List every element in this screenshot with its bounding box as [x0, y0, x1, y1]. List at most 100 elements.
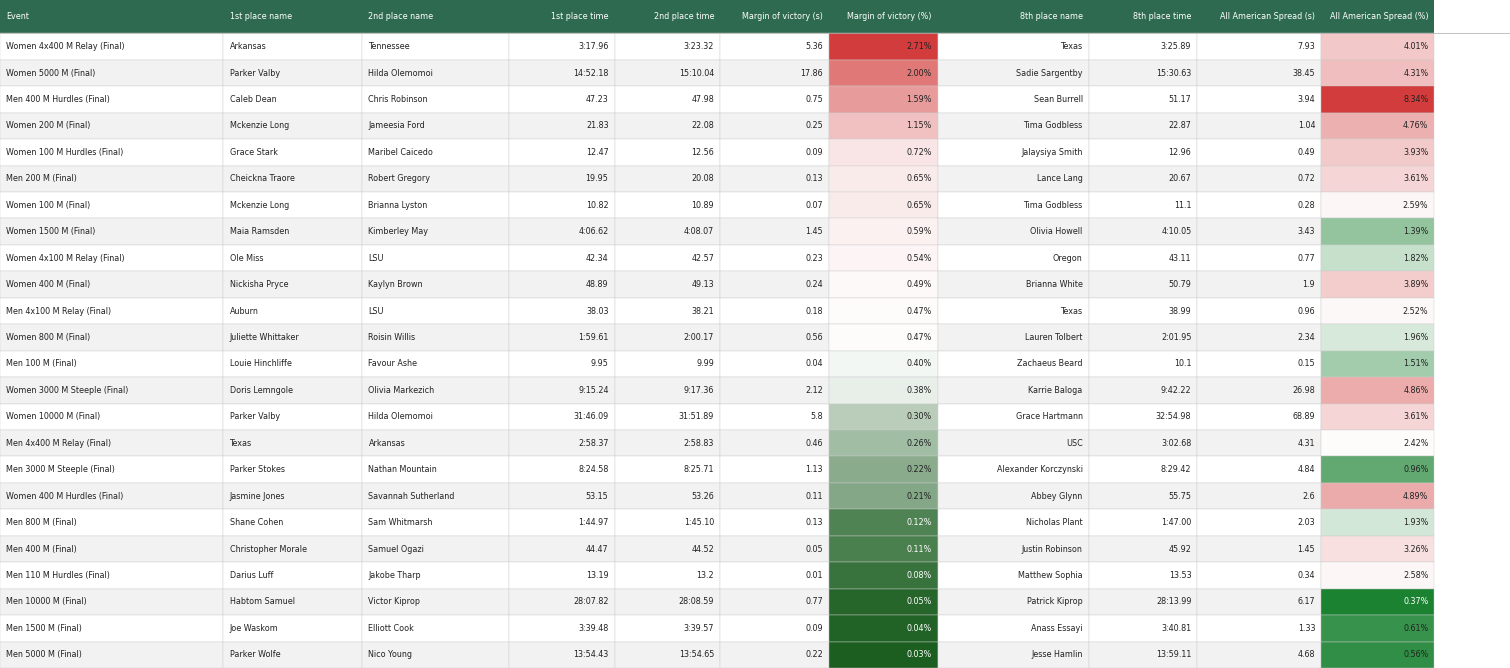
Bar	[1197, 589, 1321, 615]
Bar	[223, 536, 362, 562]
Bar	[362, 456, 509, 483]
Text: 0.18: 0.18	[805, 307, 823, 315]
Text: 0.05: 0.05	[805, 544, 823, 554]
Bar	[1321, 139, 1434, 166]
Bar	[362, 589, 509, 615]
Bar	[615, 271, 720, 298]
Text: 3:25.89: 3:25.89	[1161, 42, 1191, 51]
Bar	[938, 641, 1089, 668]
Bar	[938, 166, 1089, 192]
Text: Men 100 M (Final): Men 100 M (Final)	[6, 359, 77, 369]
Text: 0.75: 0.75	[805, 95, 823, 104]
Text: 1.15%: 1.15%	[906, 122, 932, 130]
Bar	[720, 298, 829, 324]
Bar	[362, 483, 509, 509]
Text: 0.34: 0.34	[1297, 571, 1315, 580]
Bar	[0, 536, 223, 562]
Bar	[223, 324, 362, 351]
Bar	[938, 562, 1089, 589]
Text: 0.65%: 0.65%	[906, 201, 932, 210]
Bar	[829, 430, 938, 456]
Text: 28:13.99: 28:13.99	[1155, 597, 1191, 607]
Text: Maia Ramsden: Maia Ramsden	[230, 227, 288, 236]
Bar	[938, 536, 1089, 562]
Text: 0.56%: 0.56%	[1403, 650, 1428, 659]
Bar	[829, 509, 938, 536]
Bar	[1197, 430, 1321, 456]
Text: 1.93%: 1.93%	[1403, 518, 1428, 527]
Bar	[829, 271, 938, 298]
Text: 2.03: 2.03	[1297, 518, 1315, 527]
Bar	[829, 483, 938, 509]
Bar	[1089, 430, 1197, 456]
Bar	[0, 456, 223, 483]
Bar	[509, 298, 615, 324]
Text: 2:58.37: 2:58.37	[578, 439, 609, 448]
Text: 31:51.89: 31:51.89	[680, 412, 714, 422]
Text: Lauren Tolbert: Lauren Tolbert	[1025, 333, 1083, 342]
Bar	[1197, 166, 1321, 192]
Text: Nathan Mountain: Nathan Mountain	[368, 465, 438, 474]
Bar	[720, 641, 829, 668]
Text: Cheickna Traore: Cheickna Traore	[230, 174, 294, 183]
Text: 28:07.82: 28:07.82	[572, 597, 609, 607]
Text: 1st place name: 1st place name	[230, 12, 291, 21]
Bar	[1321, 298, 1434, 324]
Text: Women 400 M Hurdles (Final): Women 400 M Hurdles (Final)	[6, 492, 124, 500]
Text: 2:01.95: 2:01.95	[1161, 333, 1191, 342]
Bar	[223, 403, 362, 430]
Bar	[1197, 377, 1321, 403]
Text: 2nd place name: 2nd place name	[368, 12, 433, 21]
Bar	[938, 589, 1089, 615]
Text: 55.75: 55.75	[1169, 492, 1191, 500]
Text: 68.89: 68.89	[1293, 412, 1315, 422]
Bar	[1089, 403, 1197, 430]
Text: 1.51%: 1.51%	[1403, 359, 1428, 369]
Text: 2.42%: 2.42%	[1403, 439, 1428, 448]
Bar	[938, 271, 1089, 298]
Text: Parker Valby: Parker Valby	[230, 69, 279, 77]
Bar	[938, 86, 1089, 113]
Bar	[720, 86, 829, 113]
Text: 3.93%: 3.93%	[1403, 148, 1428, 157]
Bar	[938, 483, 1089, 509]
Text: Tennessee: Tennessee	[368, 42, 411, 51]
Bar	[938, 509, 1089, 536]
Text: 13.2: 13.2	[696, 571, 714, 580]
Bar	[0, 509, 223, 536]
Bar	[938, 0, 1089, 33]
Bar	[1089, 139, 1197, 166]
Bar	[362, 60, 509, 86]
Text: Parker Valby: Parker Valby	[230, 412, 279, 422]
Bar	[509, 615, 615, 641]
Bar	[0, 271, 223, 298]
Bar	[223, 589, 362, 615]
Bar	[615, 351, 720, 377]
Bar	[1197, 0, 1321, 33]
Text: Jesse Hamlin: Jesse Hamlin	[1031, 650, 1083, 659]
Bar	[938, 218, 1089, 245]
Text: LSU: LSU	[368, 254, 384, 263]
Bar	[362, 351, 509, 377]
Text: Matthew Sophia: Matthew Sophia	[1018, 571, 1083, 580]
Bar	[1197, 456, 1321, 483]
Bar	[720, 60, 829, 86]
Text: 3:39.57: 3:39.57	[684, 624, 714, 633]
Text: LSU: LSU	[368, 307, 384, 315]
Text: 38.45: 38.45	[1293, 69, 1315, 77]
Bar	[720, 589, 829, 615]
Bar	[509, 166, 615, 192]
Text: 1st place time: 1st place time	[551, 12, 609, 21]
Text: 2.52%: 2.52%	[1403, 307, 1428, 315]
Bar	[720, 166, 829, 192]
Bar	[509, 403, 615, 430]
Text: 0.26%: 0.26%	[906, 439, 932, 448]
Bar	[1197, 641, 1321, 668]
Text: Alexander Korczynski: Alexander Korczynski	[997, 465, 1083, 474]
Bar	[223, 351, 362, 377]
Bar	[509, 324, 615, 351]
Text: 8th place name: 8th place name	[1019, 12, 1083, 21]
Text: 3:23.32: 3:23.32	[684, 42, 714, 51]
Text: 47.98: 47.98	[692, 95, 714, 104]
Bar	[509, 60, 615, 86]
